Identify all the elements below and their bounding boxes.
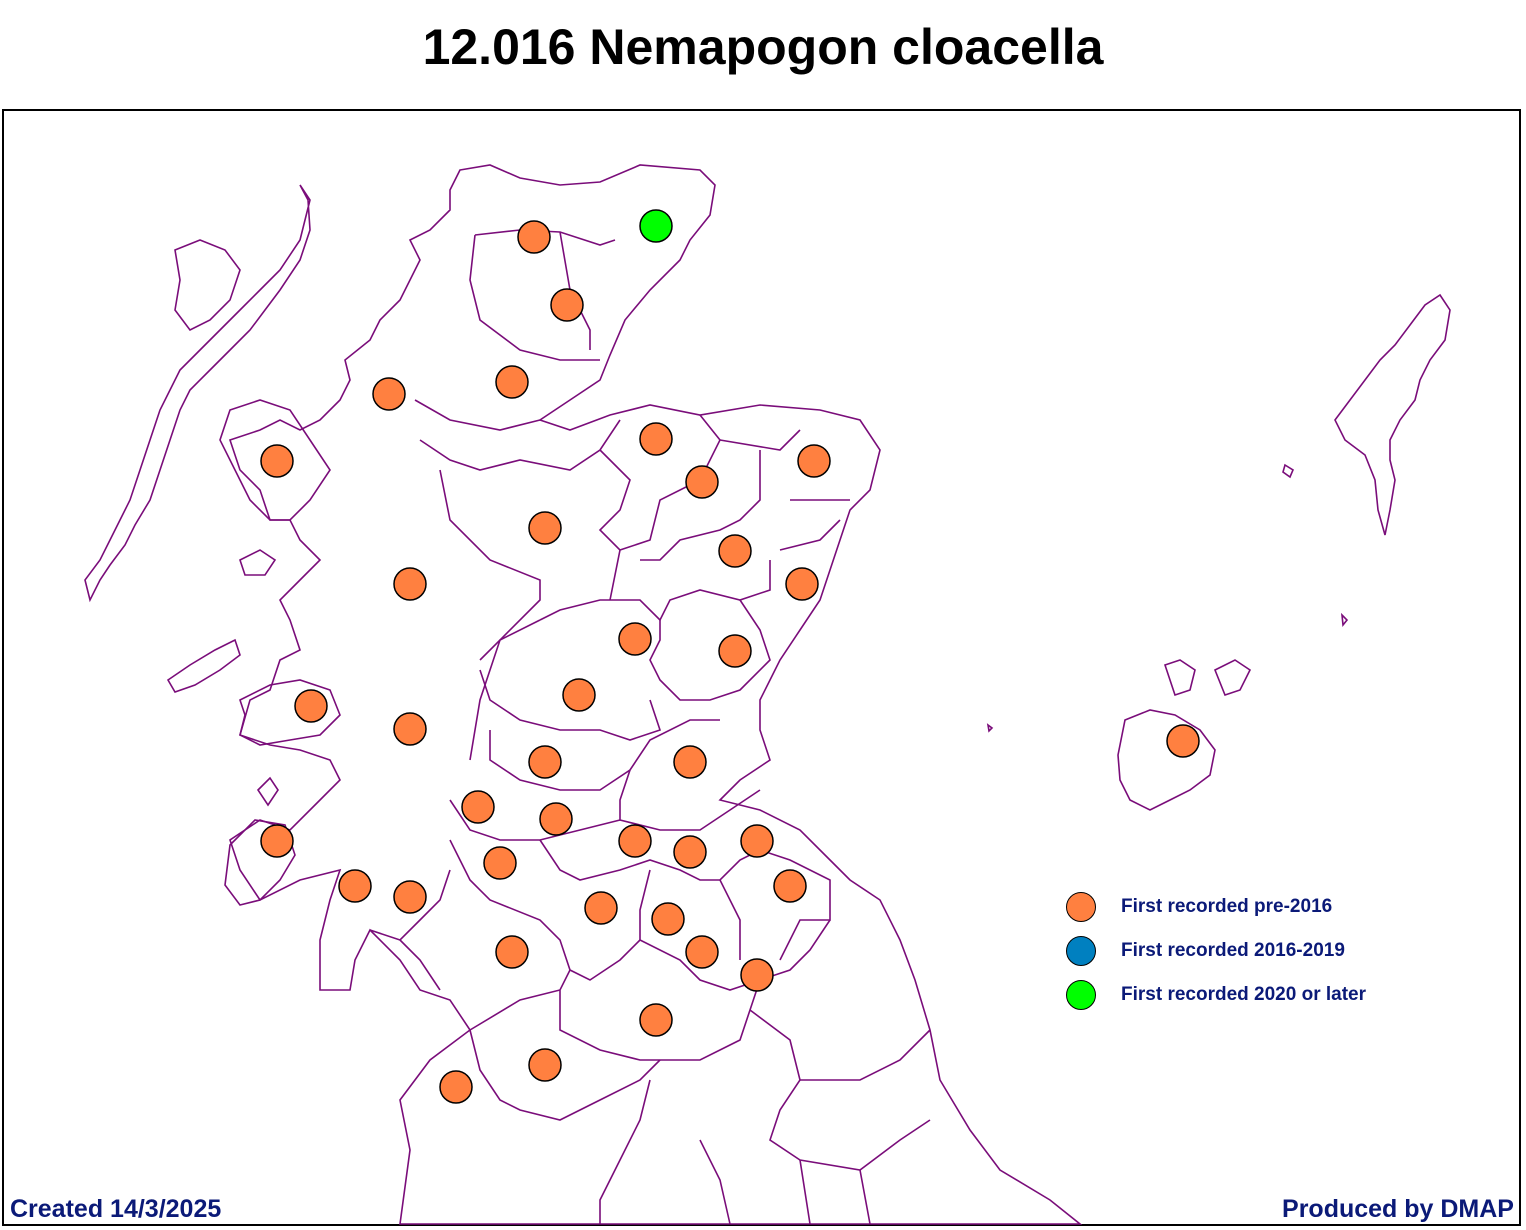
mainland-outline: [228, 164, 1083, 1225]
legend-dot-icon: [1066, 936, 1096, 966]
record-dot-pre-2016: [718, 534, 752, 568]
record-dot-pre-2016: [673, 745, 707, 779]
record-dot-pre-2016: [260, 824, 294, 858]
map-frame: [2, 109, 1521, 1226]
legend-dot-icon: [1066, 980, 1096, 1010]
record-dot-pre-2016: [639, 422, 673, 456]
record-dot-pre-2016: [461, 790, 495, 824]
vice-county-boundaries: [84, 164, 1451, 1225]
record-dot-pre-2016: [685, 935, 719, 969]
record-dot-pre-2016: [393, 880, 427, 914]
legend-item-2016-2019: First recorded 2016-2019: [1066, 934, 1345, 968]
record-dot-pre-2016: [495, 935, 529, 969]
record-dot-2020-later: [639, 209, 673, 243]
record-dot-pre-2016: [797, 444, 831, 478]
record-dot-pre-2016: [785, 567, 819, 601]
map-title: 12.016 Nemapogon cloacella: [422, 19, 1104, 75]
record-dot-pre-2016: [495, 365, 529, 399]
legend-label: First recorded 2016-2019: [1121, 940, 1345, 961]
record-dot-pre-2016: [517, 220, 551, 254]
record-dot-pre-2016: [584, 891, 618, 925]
created-date: Created 14/3/2025: [10, 1195, 222, 1223]
record-dot-pre-2016: [294, 689, 328, 723]
legend-dot-icon: [1066, 892, 1096, 922]
legend-label: First recorded 2020 or later: [1121, 984, 1366, 1005]
record-dot-pre-2016: [439, 1070, 473, 1104]
record-dot-pre-2016: [483, 846, 517, 880]
record-dot-pre-2016: [651, 902, 685, 936]
legend-label: First recorded pre-2016: [1121, 896, 1333, 917]
record-dot-pre-2016: [260, 444, 294, 478]
legend-item-2020-later: First recorded 2020 or later: [1066, 978, 1366, 1012]
record-dot-pre-2016: [372, 377, 406, 411]
record-dot-pre-2016: [338, 869, 372, 903]
record-dot-pre-2016: [528, 511, 562, 545]
record-dot-pre-2016: [740, 958, 774, 992]
record-dot-pre-2016: [528, 745, 562, 779]
record-dot-pre-2016: [528, 1048, 562, 1082]
record-dot-pre-2016: [618, 622, 652, 656]
record-dot-pre-2016: [718, 634, 752, 668]
record-dot-pre-2016: [550, 288, 584, 322]
record-dot-pre-2016: [393, 567, 427, 601]
record-dot-pre-2016: [1166, 724, 1200, 758]
legend-item-pre2016: First recorded pre-2016: [1066, 890, 1332, 924]
record-dot-pre-2016: [393, 712, 427, 746]
record-dot-pre-2016: [639, 1003, 673, 1037]
produced-by: Produced by DMAP: [1282, 1195, 1514, 1223]
record-dot-pre-2016: [740, 824, 774, 858]
record-dot-pre-2016: [673, 835, 707, 869]
record-dot-pre-2016: [562, 678, 596, 712]
record-dot-pre-2016: [773, 869, 807, 903]
record-dot-pre-2016: [539, 802, 573, 836]
record-dot-pre-2016: [618, 824, 652, 858]
record-dot-pre-2016: [685, 465, 719, 499]
record-dots: [260, 209, 1200, 1104]
